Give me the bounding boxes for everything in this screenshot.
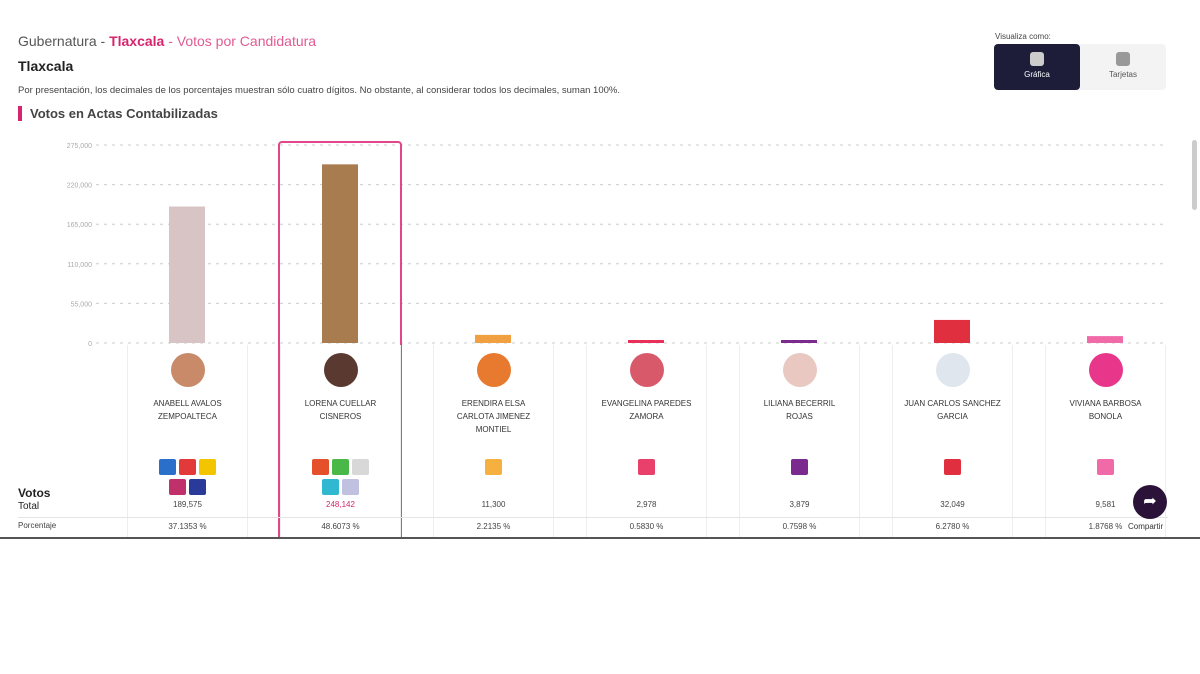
party-logo-icon bbox=[342, 478, 359, 495]
party-logo-icon bbox=[199, 459, 216, 475]
candidate-avatar bbox=[782, 353, 817, 387]
candidate-votes: 248,142 bbox=[326, 500, 355, 509]
y-tick-label: 0 bbox=[88, 341, 92, 348]
share-button[interactable]: ➦ bbox=[1133, 485, 1167, 519]
y-tick-label: 275,000 bbox=[67, 143, 92, 150]
breadcrumb: Gubernatura - Tlaxcala - Votos por Candi… bbox=[18, 33, 316, 49]
candidate-percent: 6.2780 % bbox=[935, 522, 970, 531]
breadcrumb-office[interactable]: Gubernatura - bbox=[18, 33, 110, 49]
bar-2[interactable] bbox=[475, 334, 511, 343]
party-logos bbox=[128, 459, 247, 495]
cards-icon bbox=[1116, 52, 1130, 66]
candidate-votes: 11,300 bbox=[481, 500, 506, 509]
votes-label: Votos bbox=[18, 486, 51, 500]
results-panel: Gubernatura - Tlaxcala - Votos por Candi… bbox=[0, 32, 1200, 539]
party-logo-icon bbox=[352, 459, 369, 475]
bar-4[interactable] bbox=[781, 340, 817, 343]
party-logo-icon bbox=[944, 459, 961, 475]
candidate-votes: 2,978 bbox=[636, 500, 657, 509]
candidate-votes: 189,575 bbox=[173, 500, 202, 509]
votes-bar-chart: 0 55,000 110,000 165,000 220,000 275,000 bbox=[67, 143, 1165, 348]
party-logos bbox=[434, 459, 553, 495]
party-logo-icon bbox=[332, 459, 349, 475]
breadcrumb-view: - Votos por Candidatura bbox=[164, 33, 317, 49]
party-logo-icon bbox=[189, 478, 206, 495]
candidate-avatar bbox=[170, 353, 205, 387]
party-logo-icon bbox=[638, 459, 655, 475]
candidate-card[interactable]: VIVIANA BARBOSA BONOLA 9,581 1.8768 % bbox=[1045, 345, 1166, 537]
y-tick-label: 220,000 bbox=[67, 183, 92, 190]
party-logo-icon bbox=[485, 459, 502, 475]
candidate-avatar bbox=[1088, 353, 1123, 387]
candidate-card[interactable]: ANABELL AVALOS ZEMPOALTECA 189,575 37.13… bbox=[127, 345, 248, 537]
candidate-percent: 0.5830 % bbox=[629, 522, 664, 531]
party-logos bbox=[281, 459, 400, 495]
candidate-name: JUAN CARLOS SANCHEZ GARCIA bbox=[904, 399, 1001, 421]
page-title: Tlaxcala bbox=[18, 58, 74, 74]
candidate-votes: 9,581 bbox=[1095, 500, 1116, 509]
view-label: Visualiza como: bbox=[995, 32, 1051, 41]
row-divider bbox=[18, 517, 1168, 518]
candidate-name: EVANGELINA PAREDES ZAMORA bbox=[601, 399, 692, 421]
candidate-card[interactable]: EVANGELINA PAREDES ZAMORA 2,978 0.5830 % bbox=[586, 345, 707, 537]
party-logo-icon bbox=[312, 459, 329, 475]
party-logo-icon bbox=[1097, 459, 1114, 475]
bar-3[interactable] bbox=[628, 340, 664, 343]
candidate-card[interactable]: LORENA CUELLAR CISNEROS 248,142 48.6073 … bbox=[280, 345, 401, 537]
bar-0[interactable] bbox=[169, 206, 205, 343]
candidate-percent: 1.8768 % bbox=[1088, 522, 1123, 531]
candidate-name: ERENDIRA ELSA CARLOTA JIMENEZ MONTIEL bbox=[456, 399, 531, 434]
party-logo-icon bbox=[169, 478, 186, 495]
view-cards-label: Tarjetas bbox=[1108, 70, 1137, 79]
bar-6[interactable] bbox=[1087, 336, 1123, 343]
party-logo-icon bbox=[179, 459, 196, 475]
view-chart-label: Gráfica bbox=[1024, 70, 1050, 79]
share-icon: ➦ bbox=[1143, 493, 1157, 510]
party-logo-icon bbox=[159, 459, 176, 475]
candidate-card[interactable]: JUAN CARLOS SANCHEZ GARCIA 32,049 6.2780… bbox=[892, 345, 1013, 537]
total-label: Total bbox=[18, 501, 40, 512]
candidate-percent: 2.2135 % bbox=[476, 522, 511, 531]
percent-label: Porcentaje bbox=[18, 521, 57, 530]
scrollbar[interactable] bbox=[1192, 140, 1197, 210]
view-toggle: Gráfica Tarjetas bbox=[994, 44, 1166, 90]
party-logo-icon bbox=[791, 459, 808, 475]
party-logos bbox=[587, 459, 706, 495]
share-label: Compartir bbox=[1128, 522, 1164, 531]
chart-icon bbox=[1030, 52, 1044, 66]
candidate-votes: 3,879 bbox=[789, 500, 810, 509]
candidate-card[interactable]: LILIANA BECERRIL ROJAS 3,879 0.7598 % bbox=[739, 345, 860, 537]
section-heading: Votos en Actas Contabilizadas bbox=[18, 106, 218, 121]
party-logo-icon bbox=[322, 478, 339, 495]
candidate-avatar bbox=[323, 353, 358, 387]
candidate-percent: 37.1353 % bbox=[168, 522, 207, 531]
party-logos bbox=[893, 459, 1012, 495]
party-logos bbox=[1046, 459, 1165, 495]
candidate-avatar bbox=[629, 353, 664, 387]
y-tick-label: 110,000 bbox=[67, 262, 92, 269]
decimals-note: Por presentación, los decimales de los p… bbox=[18, 85, 620, 96]
bar-1[interactable] bbox=[322, 164, 358, 343]
y-tick-label: 55,000 bbox=[71, 301, 93, 308]
candidate-percent: 48.6073 % bbox=[321, 522, 360, 531]
candidate-name: VIVIANA BARBOSA BONOLA bbox=[1069, 399, 1142, 421]
candidate-avatar bbox=[935, 353, 970, 387]
y-tick-label: 165,000 bbox=[67, 222, 92, 229]
candidate-card[interactable]: ERENDIRA ELSA CARLOTA JIMENEZ MONTIEL 11… bbox=[433, 345, 554, 537]
candidate-name: LORENA CUELLAR CISNEROS bbox=[304, 399, 377, 421]
candidate-votes: 32,049 bbox=[940, 500, 965, 509]
breadcrumb-state[interactable]: Tlaxcala bbox=[109, 33, 165, 49]
candidate-name: ANABELL AVALOS ZEMPOALTECA bbox=[153, 399, 222, 421]
candidate-percent: 0.7598 % bbox=[782, 522, 817, 531]
view-cards-button[interactable]: Tarjetas bbox=[1080, 44, 1166, 90]
bar-5[interactable] bbox=[934, 319, 970, 343]
candidate-name: LILIANA BECERRIL ROJAS bbox=[763, 399, 836, 421]
view-chart-button[interactable]: Gráfica bbox=[994, 44, 1080, 90]
winner-highlight bbox=[278, 141, 402, 537]
candidate-avatar bbox=[476, 353, 511, 387]
party-logos bbox=[740, 459, 859, 495]
